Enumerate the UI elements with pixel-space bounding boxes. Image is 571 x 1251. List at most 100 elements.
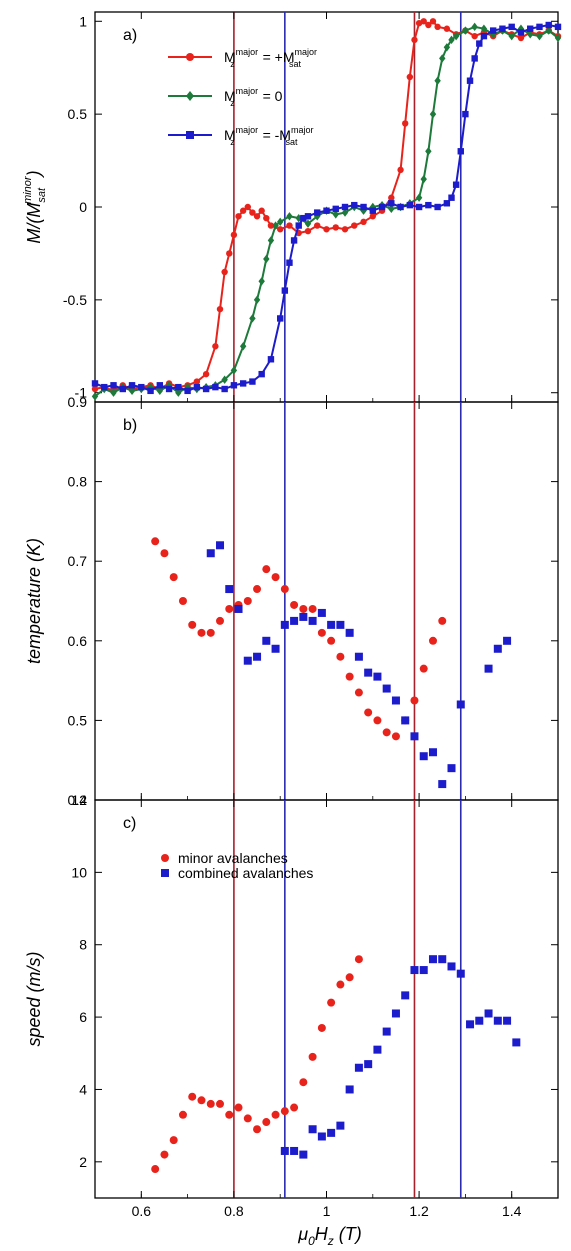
data-point bbox=[545, 26, 552, 35]
data-point bbox=[299, 1078, 308, 1087]
data-point bbox=[160, 549, 169, 558]
series-red bbox=[151, 537, 447, 741]
data-point bbox=[138, 383, 145, 391]
data-point bbox=[341, 226, 349, 233]
data-point bbox=[230, 231, 238, 239]
data-point bbox=[499, 25, 506, 32]
series-line bbox=[94, 19, 559, 393]
data-point bbox=[489, 27, 497, 34]
data-point bbox=[382, 1027, 391, 1036]
data-point bbox=[202, 385, 210, 393]
data-point bbox=[419, 664, 428, 673]
data-point bbox=[364, 708, 373, 717]
data-point bbox=[456, 700, 465, 709]
data-point bbox=[290, 616, 299, 625]
data-point bbox=[221, 268, 228, 276]
data-point bbox=[410, 696, 419, 705]
x-tick-label: 1.4 bbox=[502, 1203, 522, 1219]
series-line bbox=[94, 23, 559, 393]
data-point bbox=[249, 378, 256, 385]
data-point bbox=[249, 314, 256, 323]
data-point bbox=[235, 213, 242, 220]
data-point bbox=[286, 259, 293, 266]
data-point bbox=[101, 383, 108, 391]
data-point bbox=[428, 636, 437, 645]
data-point bbox=[462, 26, 469, 35]
data-point bbox=[364, 1060, 373, 1069]
data-point bbox=[345, 628, 354, 637]
data-point bbox=[317, 628, 326, 637]
data-point bbox=[165, 385, 173, 393]
data-point bbox=[411, 36, 418, 44]
y-tick-label: 10 bbox=[71, 864, 87, 880]
data-point bbox=[397, 166, 404, 174]
data-point bbox=[327, 1128, 336, 1137]
data-point bbox=[175, 383, 182, 391]
data-point bbox=[354, 955, 363, 964]
data-point bbox=[382, 728, 391, 737]
data-point bbox=[295, 213, 302, 223]
data-point bbox=[336, 652, 345, 661]
data-point bbox=[536, 23, 543, 31]
y-tick-label: 1 bbox=[79, 13, 87, 29]
data-point bbox=[364, 668, 373, 677]
data-point bbox=[299, 1150, 308, 1159]
data-point bbox=[160, 1150, 169, 1159]
y-axis-label: speed (m/s) bbox=[24, 951, 44, 1046]
data-point bbox=[147, 387, 154, 395]
data-point bbox=[262, 636, 271, 645]
data-point bbox=[304, 227, 312, 235]
data-point bbox=[503, 1016, 512, 1025]
data-point bbox=[327, 620, 336, 629]
data-point bbox=[308, 616, 317, 625]
data-point bbox=[317, 1023, 326, 1032]
data-point bbox=[216, 305, 224, 313]
data-point bbox=[517, 29, 525, 36]
legend-label: minor avalanches bbox=[178, 850, 288, 866]
data-point bbox=[388, 204, 395, 214]
y-tick-label: 0.4 bbox=[68, 792, 88, 808]
x-tick-label: 0.6 bbox=[132, 1203, 152, 1219]
series-red bbox=[151, 955, 363, 1174]
data-point bbox=[419, 966, 428, 975]
data-point bbox=[419, 752, 428, 761]
data-point bbox=[304, 213, 312, 220]
data-point bbox=[503, 636, 512, 645]
data-point bbox=[466, 1020, 475, 1029]
data-point bbox=[434, 76, 441, 85]
data-point bbox=[258, 370, 265, 378]
data-point bbox=[429, 18, 437, 25]
data-point bbox=[197, 628, 206, 637]
y-tick-label: 4 bbox=[79, 1081, 87, 1097]
data-point bbox=[128, 386, 136, 396]
data-point bbox=[216, 541, 225, 550]
data-point bbox=[221, 375, 228, 384]
data-point bbox=[239, 207, 247, 214]
data-point bbox=[508, 23, 515, 31]
data-point bbox=[480, 24, 488, 33]
data-point bbox=[415, 193, 423, 202]
y-tick-label: 0.7 bbox=[68, 553, 88, 569]
data-point bbox=[128, 382, 136, 389]
data-point bbox=[493, 644, 502, 653]
data-point bbox=[286, 212, 293, 221]
data-point bbox=[388, 200, 395, 207]
data-point bbox=[369, 213, 376, 220]
data-point bbox=[193, 383, 201, 391]
data-point bbox=[156, 386, 164, 396]
data-point bbox=[267, 356, 275, 363]
data-point bbox=[299, 604, 308, 613]
data-point bbox=[378, 203, 386, 211]
data-point bbox=[354, 1063, 363, 1072]
legend-label: Mmajor z = +Mmajor sat bbox=[224, 47, 317, 69]
y-tick-label: 0.5 bbox=[68, 712, 88, 728]
data-point bbox=[253, 652, 262, 661]
data-point bbox=[332, 205, 339, 213]
y-tick-label: 2 bbox=[79, 1154, 87, 1170]
data-point bbox=[438, 955, 447, 964]
data-point bbox=[290, 1146, 299, 1155]
data-point bbox=[110, 388, 117, 397]
data-point bbox=[415, 203, 423, 211]
data-point bbox=[373, 672, 382, 681]
